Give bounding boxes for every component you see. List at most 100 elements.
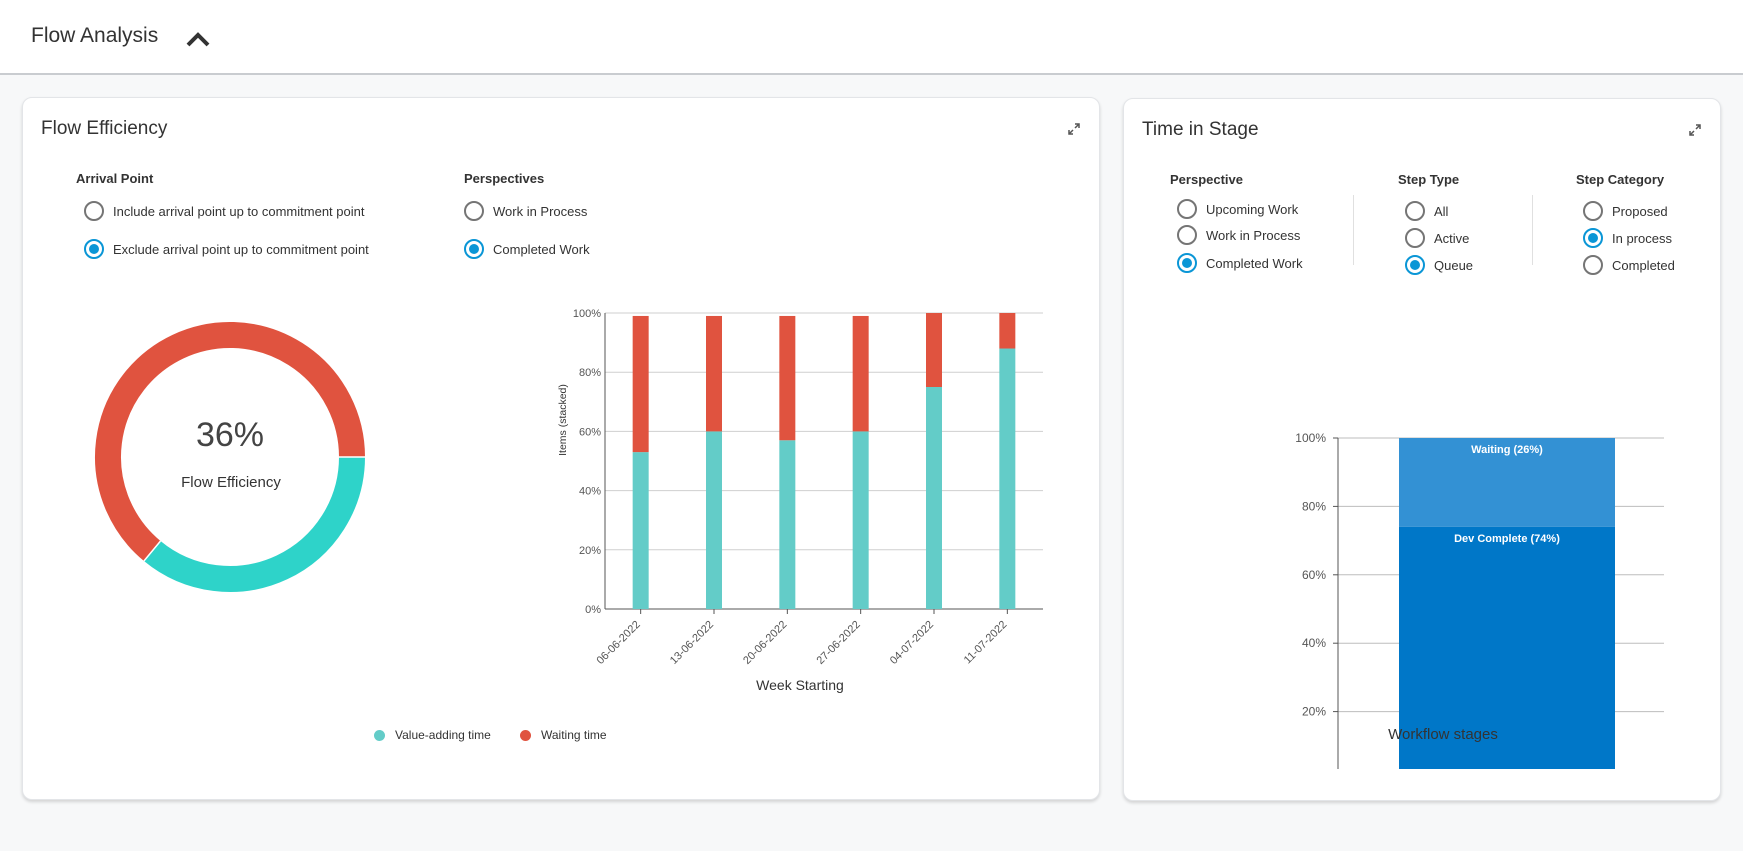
radio-icon	[84, 201, 104, 221]
divider	[1532, 195, 1533, 265]
donut-value: 36%	[196, 416, 264, 454]
radio-label: Completed	[1612, 257, 1675, 273]
radio-label: Proposed	[1612, 203, 1668, 219]
bar-value-adding[interactable]	[852, 431, 869, 609]
arrival-exclude-radio[interactable]: Exclude arrival point up to commitment p…	[84, 239, 369, 259]
x-tick-label: 13-06-2022	[668, 619, 716, 667]
step-category-label: Step Category	[1576, 172, 1665, 187]
y-tick-label: 100%	[573, 308, 601, 320]
perspective-wip-radio[interactable]: Work in Process	[464, 201, 587, 221]
radio-selected-icon	[84, 239, 104, 259]
x-tick-label: 06-06-2022	[595, 619, 643, 667]
expand-icon	[1068, 123, 1080, 135]
step-type-label: Step Type	[1398, 172, 1460, 187]
y-axis-label: Items (stacked)	[557, 384, 569, 456]
bar-waiting[interactable]	[779, 315, 796, 441]
tis-completed-radio[interactable]: Completed Work	[1177, 253, 1303, 273]
bar-waiting[interactable]	[926, 313, 942, 387]
bar-waiting[interactable]	[632, 315, 649, 453]
donut-label: Flow Efficiency	[181, 474, 281, 491]
y-tick-label: 80%	[579, 367, 601, 379]
data-label-dev-complete: Dev Complete (74%)	[1454, 533, 1560, 545]
legend-label: Waiting time	[541, 728, 607, 742]
bar-value-adding[interactable]	[706, 431, 722, 609]
radio-selected-icon	[1405, 255, 1425, 275]
step-category-in-process-radio[interactable]: In process	[1583, 228, 1672, 248]
expand-icon	[1689, 124, 1701, 136]
radio-label: Upcoming Work	[1206, 201, 1299, 217]
step-category-completed-radio[interactable]: Completed	[1583, 255, 1675, 275]
y-tick-label: 60%	[579, 426, 601, 438]
data-label-waiting: Waiting (26%)	[1471, 444, 1543, 456]
radio-label: Work in Process	[1206, 227, 1301, 243]
flow-efficiency-bar-chart: 0% 20% 40% 60% 80% 100% 06-06-2022 13-06-2022 2…	[557, 308, 1043, 693]
legend-label: Value-adding time	[395, 728, 491, 742]
bar-dev-complete[interactable]	[1399, 526, 1615, 769]
bar-value-adding[interactable]	[632, 452, 649, 609]
chevron-up-icon	[186, 32, 210, 47]
collapse-button[interactable]	[183, 27, 213, 51]
bar-waiting[interactable]	[706, 315, 722, 432]
x-tick-label: 27-06-2022	[815, 619, 863, 667]
step-category-proposed-radio[interactable]: Proposed	[1583, 201, 1668, 221]
step-type-active-radio[interactable]: Active	[1405, 228, 1469, 248]
step-type-queue-radio[interactable]: Queue	[1405, 255, 1473, 275]
bar-value-adding[interactable]	[779, 440, 796, 609]
flow-efficiency-title: Flow Efficiency	[41, 118, 168, 139]
flow-efficiency-card: Flow Efficiency Arrival Point Include ar…	[22, 97, 1100, 800]
x-axis-label: Workflow stages	[1388, 726, 1498, 743]
divider	[1353, 195, 1354, 265]
flow-efficiency-donut: 36% Flow Efficiency	[95, 322, 365, 592]
y-tick-label: 100%	[1295, 431, 1326, 445]
bar-waiting[interactable]	[1399, 438, 1615, 527]
time-in-stage-card: Time in Stage Perspective Upcoming Work …	[1123, 98, 1721, 801]
expand-button[interactable]	[1066, 121, 1082, 137]
donut-slice-value-adding	[143, 456, 365, 592]
y-tick-label: 60%	[1302, 568, 1326, 582]
radio-icon	[1177, 225, 1197, 245]
perspective-label: Perspective	[1170, 172, 1243, 187]
perspectives-label: Perspectives	[464, 171, 545, 186]
bar-waiting[interactable]	[999, 313, 1016, 349]
radio-label: Work in Process	[493, 203, 588, 219]
radio-label: Completed Work	[493, 241, 590, 257]
arrival-include-radio[interactable]: Include arrival point up to commitment p…	[84, 201, 364, 221]
y-tick-label: 20%	[579, 545, 601, 557]
y-tick-label: 40%	[1302, 636, 1326, 650]
x-tick-label: 20-06-2022	[741, 619, 789, 667]
legend-waiting[interactable]: Waiting time	[520, 728, 607, 742]
legend-value-adding[interactable]: Value-adding time	[374, 728, 491, 742]
tis-wip-radio[interactable]: Work in Process	[1177, 225, 1300, 245]
perspective-completed-radio[interactable]: Completed Work	[464, 239, 590, 259]
y-tick-label: 40%	[579, 486, 601, 498]
radio-label: In process	[1612, 230, 1672, 246]
bar-value-adding[interactable]	[926, 387, 942, 609]
radio-selected-icon	[1583, 228, 1603, 248]
radio-label: Completed Work	[1206, 255, 1303, 271]
bar-value-adding[interactable]	[999, 348, 1016, 609]
time-in-stage-title: Time in Stage	[1142, 119, 1259, 140]
radio-label: All	[1434, 203, 1449, 219]
radio-label: Queue	[1434, 257, 1474, 273]
bar-waiting[interactable]	[852, 315, 869, 432]
donut-separator	[143, 540, 162, 562]
y-tick-label: 20%	[1302, 705, 1326, 719]
legend-dot-icon	[374, 729, 385, 741]
legend-dot-icon	[520, 729, 531, 741]
radio-label: Include arrival point up to commitment p…	[113, 203, 365, 219]
x-tick-label: 11-07-2022	[962, 619, 1010, 667]
x-axis-label: Week Starting	[756, 677, 844, 693]
radio-label: Exclude arrival point up to commitment p…	[113, 241, 369, 257]
radio-icon	[1177, 199, 1197, 219]
step-type-all-radio[interactable]: All	[1405, 201, 1448, 221]
arrival-point-label: Arrival Point	[76, 171, 154, 186]
donut-slice-waiting	[95, 322, 365, 562]
expand-button[interactable]	[1687, 122, 1703, 138]
radio-label: Active	[1434, 230, 1470, 246]
page-title: Flow Analysis	[31, 24, 159, 47]
radio-icon	[1405, 228, 1425, 248]
y-tick-label: 80%	[1302, 499, 1326, 513]
radio-icon	[1583, 255, 1603, 275]
x-tick-label: 04-07-2022	[888, 619, 936, 667]
tis-upcoming-radio[interactable]: Upcoming Work	[1177, 199, 1298, 219]
